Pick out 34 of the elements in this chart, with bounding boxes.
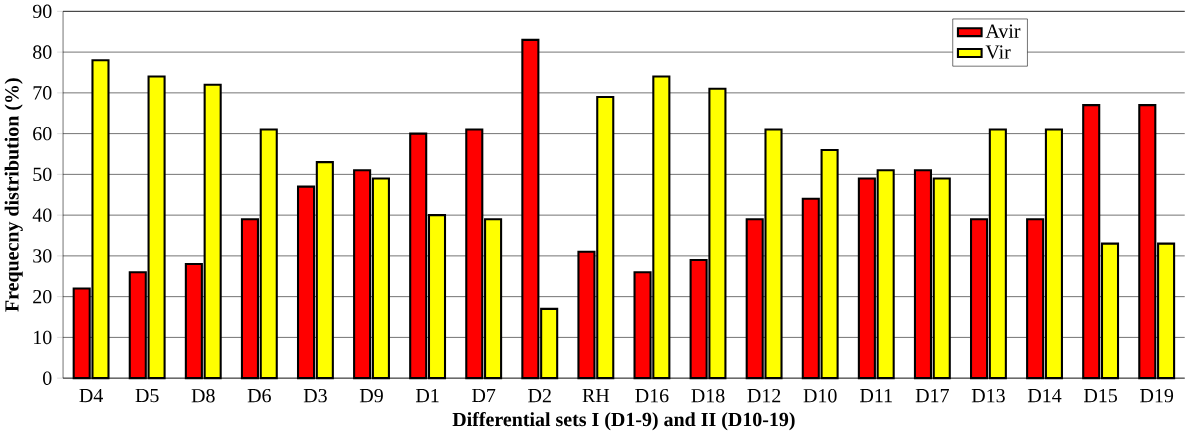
x-tick-label: D18 — [691, 389, 725, 403]
y-tick-label: 10 — [34, 330, 52, 345]
x-tick-label: D2 — [528, 389, 551, 403]
y-tick-label: 60 — [33, 126, 52, 141]
x-tick-label: D19 — [1140, 389, 1174, 403]
x-tick-label: D4 — [79, 389, 103, 403]
x-tick-label: D1 — [415, 389, 439, 403]
legend-label: Vir — [985, 45, 1011, 59]
y-tick-label: 20 — [33, 289, 52, 304]
y-tick-label: 30 — [33, 249, 52, 263]
y-tick-label: 40 — [32, 208, 52, 222]
x-tick-label: D9 — [359, 389, 383, 403]
x-tick-label: D14 — [1027, 389, 1062, 403]
x-tick-label: D3 — [303, 389, 327, 403]
x-tick-label: D15 — [1084, 389, 1118, 403]
legend-label: Avir — [985, 24, 1021, 38]
x-tick-label: D17 — [915, 389, 949, 403]
y-tick-label: 80 — [33, 45, 52, 59]
x-tick-label: D8 — [191, 389, 215, 403]
y-tick-label: 70 — [33, 86, 52, 100]
x-tick-label: D5 — [135, 389, 159, 403]
x-tick-label: RH — [582, 389, 610, 403]
x-tick-label: D6 — [247, 389, 271, 403]
x-tick-label: D11 — [860, 389, 892, 403]
x-tick-label: D10 — [803, 389, 837, 403]
y-tick-label: 50 — [33, 167, 52, 182]
x-axis-title: Differential sets I (D1-9) and II (D10-19) — [452, 412, 795, 431]
y-tick-label: 90 — [32, 4, 52, 19]
x-tick-label: D12 — [747, 389, 781, 403]
x-tick-label: D16 — [635, 389, 669, 403]
x-tick-label: D13 — [971, 389, 1005, 403]
x-tick-label: D7 — [472, 389, 496, 403]
y-axis-title: Frequecny distribution (%) — [4, 78, 23, 312]
y-tick-label: 0 — [43, 371, 52, 385]
